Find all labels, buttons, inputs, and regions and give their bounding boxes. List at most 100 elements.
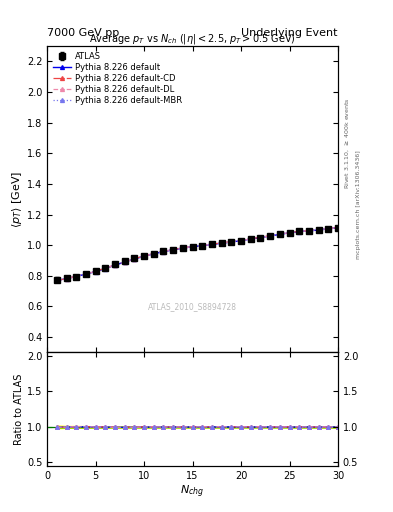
Pythia 8.226 default-MBR <box>142 253 147 259</box>
Pythia 8.226 default-DL <box>190 244 195 250</box>
Pythia 8.226 default-MBR <box>200 242 205 248</box>
Pythia 8.226 default <box>74 273 79 280</box>
Pythia 8.226 default-MBR <box>113 262 118 268</box>
Pythia 8.226 default-CD <box>316 227 321 233</box>
Pythia 8.226 default <box>132 256 137 262</box>
Pythia 8.226 default <box>93 268 98 274</box>
Pythia 8.226 default <box>55 278 59 284</box>
Pythia 8.226 default-CD <box>142 253 147 259</box>
Pythia 8.226 default-CD <box>64 275 69 282</box>
Pythia 8.226 default <box>229 239 234 245</box>
Pythia 8.226 default <box>103 265 108 271</box>
Pythia 8.226 default-CD <box>190 243 195 249</box>
Pythia 8.226 default-MBR <box>239 237 243 243</box>
Pythia 8.226 default-MBR <box>84 271 88 277</box>
Pythia 8.226 default-DL <box>229 239 234 245</box>
Pythia 8.226 default-DL <box>142 253 147 259</box>
Pythia 8.226 default <box>219 240 224 246</box>
Pythia 8.226 default-DL <box>297 228 301 234</box>
Legend: ATLAS, Pythia 8.226 default, Pythia 8.226 default-CD, Pythia 8.226 default-DL, P: ATLAS, Pythia 8.226 default, Pythia 8.22… <box>51 50 184 107</box>
Pythia 8.226 default-CD <box>287 229 292 236</box>
Pythia 8.226 default-DL <box>103 265 108 271</box>
Pythia 8.226 default <box>209 241 214 247</box>
Pythia 8.226 default <box>258 234 263 241</box>
Line: Pythia 8.226 default: Pythia 8.226 default <box>55 226 340 283</box>
Pythia 8.226 default-DL <box>248 236 253 242</box>
Pythia 8.226 default <box>122 259 127 265</box>
Line: Pythia 8.226 default-CD: Pythia 8.226 default-CD <box>55 225 340 283</box>
Pythia 8.226 default-MBR <box>132 255 137 262</box>
Pythia 8.226 default <box>326 226 331 232</box>
Text: Rivet 3.1.10, $\geq$ 400k events: Rivet 3.1.10, $\geq$ 400k events <box>344 97 351 189</box>
Pythia 8.226 default-MBR <box>171 246 176 252</box>
Pythia 8.226 default-CD <box>258 234 263 240</box>
Pythia 8.226 default-CD <box>326 225 331 231</box>
Pythia 8.226 default-CD <box>200 242 205 248</box>
Pythia 8.226 default-DL <box>132 256 137 262</box>
Pythia 8.226 default-MBR <box>161 248 166 254</box>
Pythia 8.226 default <box>142 253 147 259</box>
Pythia 8.226 default-CD <box>336 224 340 230</box>
Pythia 8.226 default-CD <box>74 273 79 280</box>
Pythia 8.226 default-CD <box>93 268 98 274</box>
Pythia 8.226 default-MBR <box>103 265 108 271</box>
Pythia 8.226 default-MBR <box>268 232 272 239</box>
Title: Average $p_T$ vs $N_{ch}$ ($|\eta| < 2.5$, $p_T > 0.5$ GeV): Average $p_T$ vs $N_{ch}$ ($|\eta| < 2.5… <box>89 32 296 46</box>
Pythia 8.226 default-DL <box>287 229 292 236</box>
Pythia 8.226 default-MBR <box>180 245 185 251</box>
Pythia 8.226 default-MBR <box>258 234 263 240</box>
Pythia 8.226 default-CD <box>103 265 108 271</box>
Line: Pythia 8.226 default-MBR: Pythia 8.226 default-MBR <box>55 225 340 282</box>
Pythia 8.226 default <box>239 238 243 244</box>
Pythia 8.226 default-DL <box>151 250 156 257</box>
Pythia 8.226 default <box>287 230 292 236</box>
Text: mcplots.cern.ch [arXiv:1306.3436]: mcplots.cern.ch [arXiv:1306.3436] <box>356 151 361 259</box>
Pythia 8.226 default-MBR <box>74 273 79 279</box>
Pythia 8.226 default-MBR <box>151 250 156 257</box>
Pythia 8.226 default-DL <box>93 268 98 274</box>
Pythia 8.226 default-MBR <box>316 227 321 233</box>
Pythia 8.226 default-CD <box>248 236 253 242</box>
Pythia 8.226 default <box>180 245 185 251</box>
Pythia 8.226 default-MBR <box>297 228 301 234</box>
Pythia 8.226 default-CD <box>239 237 243 243</box>
Pythia 8.226 default-DL <box>113 262 118 268</box>
Pythia 8.226 default <box>248 236 253 242</box>
Pythia 8.226 default-CD <box>55 278 59 284</box>
Pythia 8.226 default-CD <box>171 246 176 252</box>
Pythia 8.226 default-DL <box>171 247 176 253</box>
Y-axis label: $\langle p_T \rangle$ [GeV]: $\langle p_T \rangle$ [GeV] <box>10 170 24 228</box>
Pythia 8.226 default-CD <box>277 231 282 237</box>
Pythia 8.226 default-MBR <box>326 225 331 231</box>
Pythia 8.226 default <box>200 243 205 249</box>
Text: ATLAS_2010_S8894728: ATLAS_2010_S8894728 <box>148 302 237 311</box>
Pythia 8.226 default <box>336 225 340 231</box>
Pythia 8.226 default <box>151 251 156 257</box>
Pythia 8.226 default-DL <box>74 273 79 280</box>
Pythia 8.226 default-CD <box>132 255 137 262</box>
Pythia 8.226 default <box>190 244 195 250</box>
Pythia 8.226 default <box>171 247 176 253</box>
Pythia 8.226 default-DL <box>55 277 59 283</box>
Pythia 8.226 default <box>277 231 282 238</box>
Pythia 8.226 default-CD <box>297 228 301 234</box>
Pythia 8.226 default-MBR <box>64 275 69 282</box>
Pythia 8.226 default-MBR <box>307 227 311 233</box>
Pythia 8.226 default <box>307 228 311 234</box>
Pythia 8.226 default <box>316 227 321 233</box>
Pythia 8.226 default-DL <box>180 245 185 251</box>
Pythia 8.226 default-CD <box>113 262 118 268</box>
Pythia 8.226 default-DL <box>122 259 127 265</box>
Pythia 8.226 default-CD <box>209 241 214 247</box>
Pythia 8.226 default <box>161 249 166 255</box>
Pythia 8.226 default-MBR <box>209 241 214 247</box>
Pythia 8.226 default-CD <box>151 250 156 257</box>
Pythia 8.226 default-DL <box>200 242 205 248</box>
Pythia 8.226 default-DL <box>307 228 311 234</box>
Pythia 8.226 default-DL <box>336 225 340 231</box>
Pythia 8.226 default-CD <box>84 271 88 277</box>
Pythia 8.226 default-DL <box>316 227 321 233</box>
Pythia 8.226 default-CD <box>122 259 127 265</box>
Line: Pythia 8.226 default-DL: Pythia 8.226 default-DL <box>55 226 340 282</box>
Pythia 8.226 default-DL <box>268 233 272 239</box>
